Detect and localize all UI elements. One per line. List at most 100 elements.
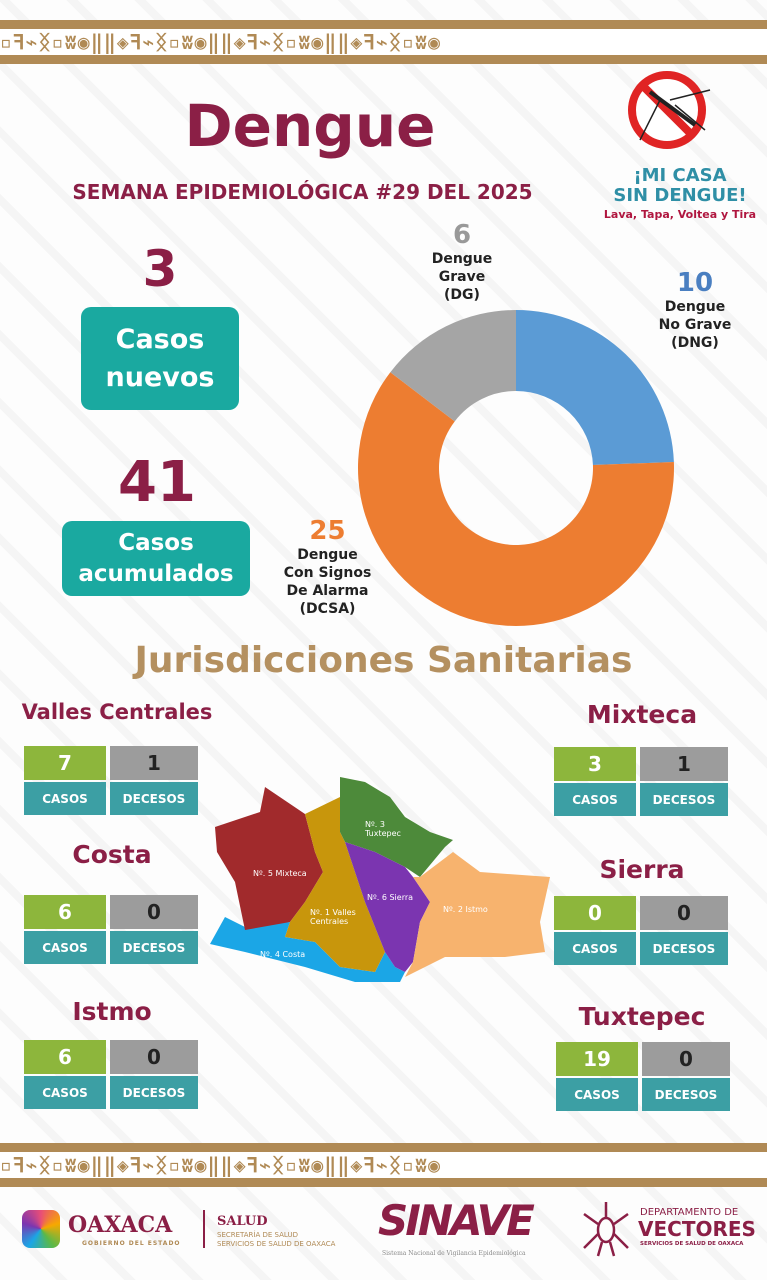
- vectores-line2: VECTORES: [638, 1217, 756, 1241]
- legend-dcsa: 25 Dengue Con Signos De Alarma (DCSA): [270, 516, 385, 618]
- jurisdiction-name-istmo: Istmo: [72, 997, 152, 1026]
- dng-label-1: Dengue: [664, 299, 726, 315]
- dg-label-3: (DG): [444, 287, 480, 303]
- casos-value: 6: [24, 895, 106, 929]
- map-label-tuxtepec-1: Nº. 3: [365, 820, 385, 829]
- salud-subtext-2: SERVICIOS DE SALUD DE OAXACA: [217, 1240, 336, 1248]
- decesos-value: 0: [110, 1040, 198, 1074]
- sinave-subtext: Sistema Nacional de Vigilancia Epidemiol…: [382, 1250, 526, 1257]
- legend-dg: 6 Dengue Grave (DG): [412, 220, 512, 304]
- dcsa-label-1: Dengue: [297, 547, 358, 563]
- casos-value: 0: [554, 896, 636, 930]
- legend-dng: 10 Dengue No Grave (DNG): [640, 268, 750, 352]
- casos-value: 6: [24, 1040, 106, 1074]
- casos-label: CASOS: [24, 782, 106, 815]
- oaxaca-logo-icon: [22, 1210, 60, 1248]
- campaign-line1: ¡MI CASA: [633, 165, 727, 186]
- dcsa-label-3: De Alarma: [286, 583, 369, 599]
- page-title: Dengue: [184, 92, 436, 160]
- section-title: Jurisdicciones Sanitarias: [134, 640, 633, 681]
- vector-mosquito-icon: [583, 1202, 629, 1257]
- decesos-label: DECESOS: [640, 783, 728, 816]
- decesos-value: 0: [640, 896, 728, 930]
- map-region-istmo: [405, 852, 550, 977]
- casos-label: CASOS: [24, 931, 106, 964]
- decesos-label: DECESOS: [110, 782, 198, 815]
- donut-slice-dg: [390, 310, 516, 422]
- decesos-label: DECESOS: [640, 932, 728, 965]
- jurisdiction-name-tuxtepec: Tuxtepec: [578, 1002, 706, 1031]
- map-label-mixteca: Nº. 5 Mixteca: [253, 869, 307, 878]
- new-cases-label: Casos nuevos: [81, 307, 239, 410]
- casos-label: CASOS: [554, 783, 636, 816]
- page-subtitle: SEMANA EPIDEMIOLÓGICA #29 DEL 2025: [72, 180, 533, 204]
- map-label-costa: Nº. 4 Costa: [260, 950, 305, 959]
- vectores-line3: SERVICIOS DE SALUD DE OAXACA: [640, 1241, 744, 1247]
- jurisdiction-name-costa: Costa: [72, 840, 152, 869]
- map-label-valles-2: Centrales: [310, 917, 348, 926]
- casos-value: 19: [556, 1042, 638, 1076]
- decesos-value: 1: [110, 746, 198, 780]
- dng-label-3: (DNG): [671, 335, 719, 351]
- jurisdiction-name-sierra: Sierra: [599, 855, 685, 884]
- jurisdiction-name-valles: Valles Centrales: [21, 700, 213, 724]
- oaxaca-logo-subtext: GOBIERNO DEL ESTADO: [82, 1240, 181, 1247]
- casos-value: 3: [554, 747, 636, 781]
- donut-slice-dcsa: [358, 372, 674, 626]
- map-label-istmo: Nº. 2 Istmo: [443, 905, 488, 914]
- sinave-logo: SINAVE: [378, 1196, 535, 1245]
- decesos-value: 0: [110, 895, 198, 929]
- casos-label: CASOS: [556, 1078, 638, 1111]
- map-region-costa: [210, 917, 405, 982]
- vectores-line1: DEPARTAMENTO DE: [640, 1207, 739, 1218]
- cumulative-cases-label: Casos acumulados: [62, 521, 250, 596]
- salud-logo-text: SALUD: [217, 1214, 268, 1229]
- dg-label-2: Grave: [438, 269, 486, 285]
- decesos-label: DECESOS: [642, 1078, 730, 1111]
- decesos-value: 0: [642, 1042, 730, 1076]
- dng-value: 10: [676, 268, 714, 298]
- dg-value: 6: [452, 220, 472, 250]
- band-pattern: ▫ꟻ⌁ᛝ▫ʬ◉‖‖◈ꟻ⌁ᛝ▫ʬ◉‖‖◈ꟻ⌁ᛝ▫ʬ◉‖‖◈ꟻ⌁ᛝ▫ʬ◉: [0, 1152, 767, 1178]
- casos-label: CASOS: [554, 932, 636, 965]
- oaxaca-logo-text: OAXACA: [68, 1212, 173, 1238]
- dg-label-1: Dengue: [431, 251, 493, 267]
- band-pattern: ▫ꟻ⌁ᛝ▫ʬ◉‖‖◈ꟻ⌁ᛝ▫ʬ◉‖‖◈ꟻ⌁ᛝ▫ʬ◉‖‖◈ꟻ⌁ᛝ▫ʬ◉: [0, 29, 767, 55]
- casos-value: 7: [24, 746, 106, 780]
- jurisdiction-name-mixteca: Mixteca: [586, 700, 698, 729]
- cumulative-cases-value: 41: [118, 450, 196, 515]
- new-cases-value: 3: [142, 240, 178, 298]
- dng-label-2: No Grave: [658, 317, 732, 333]
- map-label-valles-1: Nº. 1 Valles: [310, 908, 356, 917]
- dcsa-label-4: (DCSA): [299, 601, 356, 617]
- map-region-tuxtepec: [340, 777, 453, 877]
- top-decorative-band: ▫ꟻ⌁ᛝ▫ʬ◉‖‖◈ꟻ⌁ᛝ▫ʬ◉‖‖◈ꟻ⌁ᛝ▫ʬ◉‖‖◈ꟻ⌁ᛝ▫ʬ◉: [0, 20, 767, 64]
- no-mosquito-icon: [628, 71, 711, 149]
- footer-divider: [203, 1210, 205, 1248]
- campaign-tagline: Lava, Tapa, Voltea y Tira: [603, 208, 757, 221]
- decesos-value: 1: [640, 747, 728, 781]
- map-region-sierra: [345, 842, 430, 972]
- salud-subtext-1: SECRETARÍA DE SALUD: [217, 1231, 298, 1239]
- map-label-sierra: Nº. 6 Sierra: [367, 893, 413, 902]
- jurisdiction-stats-tuxtepec: 19 0 CASOS DECESOS: [556, 1042, 732, 1112]
- bottom-decorative-band: ▫ꟻ⌁ᛝ▫ʬ◉‖‖◈ꟻ⌁ᛝ▫ʬ◉‖‖◈ꟻ⌁ᛝ▫ʬ◉‖‖◈ꟻ⌁ᛝ▫ʬ◉: [0, 1143, 767, 1187]
- casos-label: CASOS: [24, 1076, 106, 1109]
- decesos-label: DECESOS: [110, 931, 198, 964]
- donut-slice-dng: [516, 310, 674, 466]
- dcsa-label-2: Con Signos: [283, 565, 372, 581]
- oaxaca-map: Nº. 5 Mixteca Nº. 1 Valles Centrales Nº.…: [210, 777, 550, 982]
- map-region-valles: [285, 797, 385, 972]
- map-region-mixteca: [215, 787, 323, 930]
- dcsa-value: 25: [309, 516, 346, 546]
- decesos-label: DECESOS: [110, 1076, 198, 1109]
- campaign-line2: SIN DENGUE!: [613, 185, 747, 206]
- campaign-logo: ¡MI CASA SIN DENGUE! Lava, Tapa, Voltea …: [600, 70, 760, 230]
- donut-chart: [358, 310, 674, 626]
- map-label-tuxtepec-2: Tuxtepec: [364, 829, 401, 838]
